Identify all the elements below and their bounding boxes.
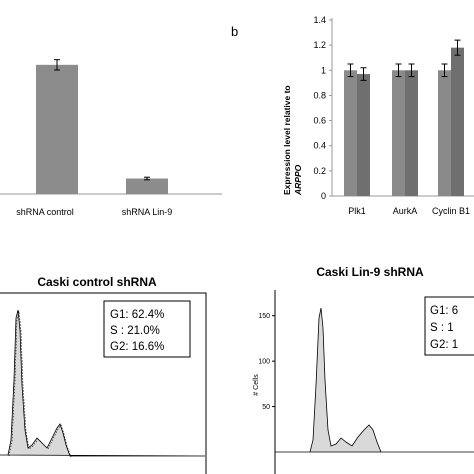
panel-b-bar — [344, 70, 357, 196]
panel-b-letter: b — [231, 24, 238, 39]
panel-a-chart: shRNA control shRNA Lin-9 — [0, 59, 222, 217]
panel-c-title: Caski control shRNA — [37, 275, 157, 289]
panel-b-bar — [438, 70, 451, 196]
panel-b-bar — [451, 47, 464, 197]
panel-b-ytick-label: 0.2 — [313, 166, 326, 176]
panel-b-ylabel-line2: ARPPO — [293, 164, 303, 196]
panel-b-bar — [392, 70, 405, 196]
panel-d-stat-g2: G2: 1 — [430, 339, 458, 351]
panel-c-stat-s: S : 21.0% — [110, 325, 160, 337]
panel-d-ytick-label: 150 — [258, 313, 270, 320]
panel-b-xtick-label: AurkA — [393, 206, 418, 216]
panel-a-xtick-label: shRNA Lin-9 — [122, 207, 173, 217]
panel-c-stat-g1: G1: 62.4% — [110, 309, 164, 321]
panel-d-histogram: Caski Lin-9 shRNA # Cells 50 100 150 G1: 6… — [253, 265, 474, 474]
panel-b-ytick-label: 0 — [321, 191, 326, 201]
panel-b-ytick-label: 0.8 — [313, 90, 326, 100]
panel-c-frame — [0, 292, 207, 474]
panel-a-xtick-label: shRNA control — [16, 207, 74, 217]
panel-b-ytick-label: 0.4 — [313, 141, 326, 151]
panel-c-histogram-fill — [0, 309, 206, 457]
panel-b-chart: b Expression level relative to ARPPO 0 0.… — [231, 15, 474, 216]
panel-d-stat-s: S : 1 — [430, 322, 454, 334]
panel-c-histogram: Caski control shRNA G1: 62.4% S : 21.0% … — [0, 275, 207, 474]
panel-d-stats-box — [424, 296, 474, 356]
panel-b-xtick-label: Plk1 — [348, 206, 366, 216]
panel-b-bar — [357, 74, 370, 196]
panel-b-ylabel-line1: Expression level relative to — [282, 85, 292, 195]
panel-d-ytick-label: 100 — [258, 359, 270, 366]
panel-b-ytick-label: 0.6 — [313, 116, 326, 126]
panel-d-stat-g1: G1: 6 — [430, 305, 458, 317]
panel-b-xtick-label: Cyclin B1 — [432, 206, 470, 216]
panel-d-title: Caski Lin-9 shRNA — [316, 265, 424, 279]
panel-b-ytick-label: 1.2 — [313, 40, 326, 50]
panel-b-ytick-label: 1 — [321, 65, 326, 75]
panel-c-fit-curve — [8, 310, 72, 458]
panel-d-ylabel: # Cells — [253, 374, 260, 396]
panel-a-bar — [126, 178, 168, 194]
panel-b-bar — [405, 70, 418, 196]
panel-c-stats-box — [103, 300, 191, 358]
panel-d-histogram-fill — [275, 307, 474, 453]
panel-c-stat-g2: G2: 16.6% — [110, 341, 164, 353]
panel-b-ytick-label: 1.4 — [313, 15, 326, 25]
panel-d-ytick-label: 50 — [262, 404, 270, 411]
panel-a-bar — [36, 64, 78, 194]
